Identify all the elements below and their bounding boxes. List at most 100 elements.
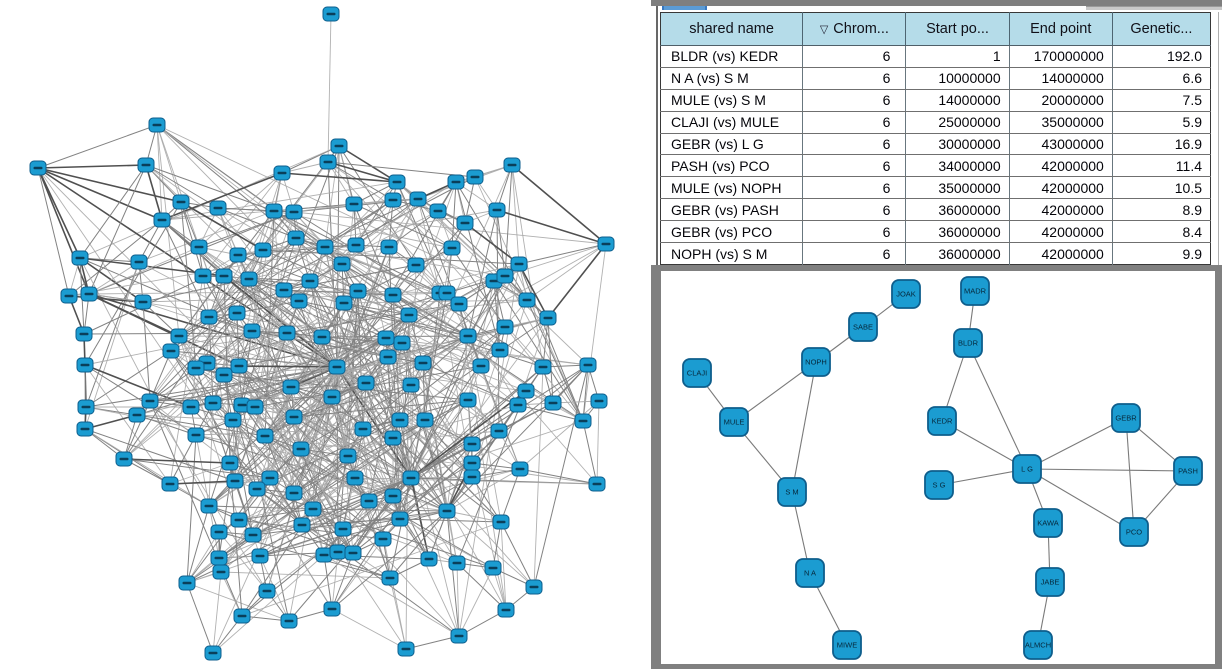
network-node-na[interactable]: N A — [795, 558, 825, 588]
cell-value[interactable]: 42000000 — [1009, 154, 1113, 178]
column-header-endpoint[interactable]: End point — [1009, 12, 1113, 46]
table-row[interactable]: GEBR (vs) PCO 6 36000000 42000000 8.4 — [660, 220, 1211, 244]
column-header-chrom[interactable]: ▽ Chrom... — [802, 12, 907, 46]
cell-shared-name[interactable]: BLDR (vs) KEDR — [660, 45, 804, 68]
cell-shared-name[interactable]: CLAJI (vs) MULE — [660, 111, 804, 134]
cell-value[interactable]: 6 — [802, 220, 907, 244]
cell-value[interactable]: 42000000 — [1009, 176, 1113, 200]
cell-value[interactable]: 6.6 — [1112, 67, 1211, 90]
cell-value[interactable]: 42000000 — [1009, 220, 1113, 244]
cell-value[interactable]: 14000000 — [905, 89, 1010, 112]
cell-value[interactable]: 192.0 — [1112, 45, 1211, 68]
main-network-canvas[interactable] — [0, 0, 651, 669]
network-node-kawa[interactable]: KAWA — [1033, 508, 1063, 538]
network-node-mule[interactable]: MULE — [719, 407, 749, 437]
cell-value[interactable]: 25000000 — [905, 111, 1010, 134]
network-node-joak[interactable]: JOAK — [891, 279, 921, 309]
cell-value[interactable]: 35000000 — [905, 176, 1010, 200]
network-node-label — [406, 383, 416, 387]
sort-descending-icon: ▽ — [819, 23, 829, 37]
cell-value[interactable]: 36000000 — [905, 242, 1010, 265]
cell-value[interactable]: 6 — [802, 89, 907, 112]
network-node-sabe[interactable]: SABE — [848, 312, 878, 342]
cell-value[interactable]: 6 — [802, 176, 907, 200]
table-row[interactable]: MULE (vs) S M 6 14000000 20000000 7.5 — [660, 89, 1211, 112]
cell-value[interactable]: 36000000 — [905, 220, 1010, 244]
table-row[interactable]: NOPH (vs) S M 6 36000000 42000000 9.9 — [660, 242, 1211, 265]
cell-shared-name[interactable]: GEBR (vs) PASH — [660, 198, 804, 222]
network-node-almch[interactable]: ALMCH — [1023, 630, 1053, 660]
network-node-sg[interactable]: S G — [924, 470, 954, 500]
cell-shared-name[interactable]: GEBR (vs) L G — [660, 133, 804, 156]
cell-value[interactable]: 7.5 — [1112, 89, 1211, 112]
network-node-label — [80, 427, 90, 431]
cell-value[interactable]: 20000000 — [1009, 89, 1113, 112]
network-node-lg[interactable]: L G — [1012, 454, 1042, 484]
network-node-gebr[interactable]: GEBR — [1111, 403, 1141, 433]
sub-network-canvas[interactable]: JOAK SABE NOPH CLAJI MULE S M N A MIWE MADR BLDR K… — [651, 265, 1222, 669]
network-node-madr[interactable]: MADR — [960, 276, 990, 306]
table-row[interactable]: N A (vs) S M 6 10000000 14000000 6.6 — [660, 67, 1211, 90]
table-tab-fragment[interactable] — [662, 6, 707, 10]
cell-value[interactable]: 36000000 — [905, 198, 1010, 222]
table-row[interactable]: MULE (vs) NOPH 6 35000000 42000000 10.5 — [660, 176, 1211, 200]
cell-value[interactable]: 6 — [802, 45, 907, 68]
network-node-pash[interactable]: PASH — [1173, 456, 1203, 486]
cell-value[interactable]: 1 — [905, 45, 1010, 68]
network-node-sm[interactable]: S M — [777, 477, 807, 507]
network-node-kedr[interactable]: KEDR — [927, 406, 957, 436]
column-header-startpo[interactable]: Start po... — [905, 12, 1010, 46]
network-node-miwe[interactable]: MIWE — [832, 630, 862, 660]
cell-value[interactable]: 6 — [802, 133, 907, 156]
network-node-noph[interactable]: NOPH — [801, 347, 831, 377]
table-row[interactable]: PASH (vs) PCO 6 34000000 42000000 11.4 — [660, 154, 1211, 178]
network-edge — [596, 400, 600, 485]
network-node-claji[interactable]: CLAJI — [682, 358, 712, 388]
column-header-sharedname[interactable]: shared name — [660, 12, 804, 46]
cell-value[interactable]: 9.9 — [1112, 242, 1211, 265]
cell-value[interactable]: 34000000 — [905, 154, 1010, 178]
network-node-label — [514, 262, 524, 266]
network-edge[interactable] — [1026, 417, 1127, 470]
cell-shared-name[interactable]: NOPH (vs) S M — [660, 242, 804, 265]
cell-value[interactable]: 42000000 — [1009, 242, 1113, 265]
table-row[interactable]: BLDR (vs) KEDR 6 1 170000000 192.0 — [660, 45, 1211, 68]
horizontal-scrollbar-fragment[interactable] — [1086, 6, 1222, 10]
cell-value[interactable]: 6 — [802, 154, 907, 178]
network-edge[interactable] — [1026, 468, 1135, 533]
cell-value[interactable]: 30000000 — [905, 133, 1010, 156]
cell-shared-name[interactable]: MULE (vs) S M — [660, 89, 804, 112]
network-edge[interactable] — [1026, 468, 1189, 472]
network-node-jabe[interactable]: JABE — [1035, 567, 1065, 597]
cell-value[interactable]: 11.4 — [1112, 154, 1211, 178]
cell-value[interactable]: 16.9 — [1112, 133, 1211, 156]
cell-shared-name[interactable]: GEBR (vs) PCO — [660, 220, 804, 244]
table-row[interactable]: CLAJI (vs) MULE 6 25000000 35000000 5.9 — [660, 111, 1211, 134]
network-node-pco[interactable]: PCO — [1119, 517, 1149, 547]
cell-shared-name[interactable]: MULE (vs) NOPH — [660, 176, 804, 200]
panel-divider[interactable] — [656, 6, 658, 265]
cell-value[interactable]: 42000000 — [1009, 198, 1113, 222]
cell-value[interactable]: 6 — [802, 111, 907, 134]
cell-value[interactable]: 6 — [802, 198, 907, 222]
network-edge[interactable] — [1125, 417, 1135, 533]
cell-shared-name[interactable]: N A (vs) S M — [660, 67, 804, 90]
cell-value[interactable]: 10000000 — [905, 67, 1010, 90]
table-row[interactable]: GEBR (vs) PASH 6 36000000 42000000 8.9 — [660, 198, 1211, 222]
cell-value[interactable]: 14000000 — [1009, 67, 1113, 90]
cell-value[interactable]: 8.4 — [1112, 220, 1211, 244]
cell-value[interactable]: 6 — [802, 67, 907, 90]
network-edge[interactable] — [967, 342, 1028, 470]
cell-value[interactable]: 43000000 — [1009, 133, 1113, 156]
cell-value[interactable]: 10.5 — [1112, 176, 1211, 200]
network-edge[interactable] — [791, 361, 817, 493]
column-header-genetic[interactable]: Genetic... — [1112, 12, 1211, 46]
cell-value[interactable]: 8.9 — [1112, 198, 1211, 222]
table-row[interactable]: GEBR (vs) L G 6 30000000 43000000 16.9 — [660, 133, 1211, 156]
cell-value[interactable]: 5.9 — [1112, 111, 1211, 134]
network-node-bldr[interactable]: BLDR — [953, 328, 983, 358]
cell-value[interactable]: 35000000 — [1009, 111, 1113, 134]
cell-value[interactable]: 170000000 — [1009, 45, 1113, 68]
cell-value[interactable]: 6 — [802, 242, 907, 265]
cell-shared-name[interactable]: PASH (vs) PCO — [660, 154, 804, 178]
